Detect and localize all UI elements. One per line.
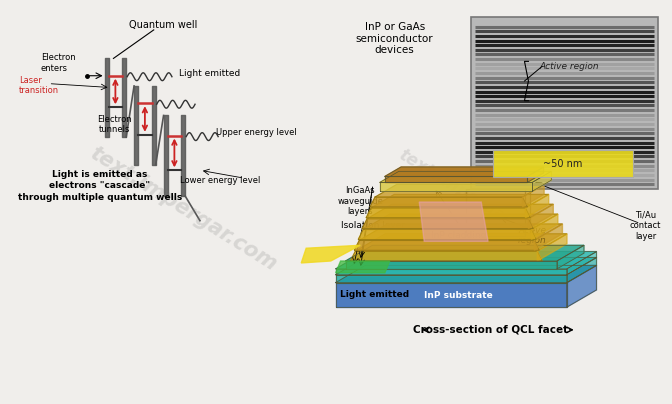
Polygon shape <box>301 245 360 263</box>
Text: Upper energy level: Upper energy level <box>216 128 296 137</box>
Polygon shape <box>380 171 551 182</box>
Text: text.impergar.com: text.impergar.com <box>86 143 280 275</box>
Polygon shape <box>363 214 558 229</box>
Text: InP substrate: InP substrate <box>424 291 493 300</box>
Text: Light emitted: Light emitted <box>179 69 241 78</box>
Polygon shape <box>371 194 549 208</box>
Polygon shape <box>336 269 566 275</box>
Polygon shape <box>532 171 551 191</box>
Polygon shape <box>380 182 532 191</box>
Text: text.impergar.com: text.impergar.com <box>395 145 552 252</box>
Polygon shape <box>528 167 544 182</box>
Polygon shape <box>566 265 597 307</box>
Bar <box>471 17 659 189</box>
Polygon shape <box>419 202 488 241</box>
Polygon shape <box>538 234 567 261</box>
Text: Ti/Au
contact
layer: Ti/Au contact layer <box>630 211 661 240</box>
Text: Active
region: Active region <box>518 226 547 245</box>
Text: Light emitted: Light emitted <box>341 290 409 299</box>
Polygon shape <box>367 204 553 219</box>
Polygon shape <box>345 261 557 269</box>
Text: ~50 nm: ~50 nm <box>543 159 583 168</box>
Bar <box>466 189 530 234</box>
Text: Light is emitted as
electrons "cascade"
through multiple quantum wells: Light is emitted as electrons "cascade" … <box>17 170 182 202</box>
Text: InP or GaAs
semiconductor
devices: InP or GaAs semiconductor devices <box>356 22 433 55</box>
Polygon shape <box>566 257 597 283</box>
Polygon shape <box>336 261 390 273</box>
Polygon shape <box>532 214 558 239</box>
Polygon shape <box>350 251 542 261</box>
Polygon shape <box>534 224 562 250</box>
Text: Electron
tunnels: Electron tunnels <box>97 115 132 135</box>
Polygon shape <box>354 240 539 250</box>
Polygon shape <box>336 275 566 283</box>
Polygon shape <box>526 194 549 218</box>
Text: Cross-section of QCL facet: Cross-section of QCL facet <box>413 325 569 335</box>
Polygon shape <box>557 245 584 269</box>
Text: Lower energy level: Lower energy level <box>180 176 261 185</box>
Polygon shape <box>362 219 534 229</box>
Polygon shape <box>360 224 562 240</box>
Bar <box>493 150 632 177</box>
Bar <box>466 189 526 236</box>
Text: Active region: Active region <box>540 62 599 71</box>
Polygon shape <box>385 167 544 177</box>
Text: Electron
enters: Electron enters <box>40 53 75 73</box>
Polygon shape <box>345 245 584 261</box>
Polygon shape <box>385 177 528 182</box>
Text: Laser
transition: Laser transition <box>19 76 59 95</box>
Polygon shape <box>358 229 536 239</box>
Polygon shape <box>336 257 597 275</box>
Polygon shape <box>528 204 553 229</box>
Polygon shape <box>336 283 566 307</box>
Text: InP cladding: InP cladding <box>431 231 487 240</box>
Polygon shape <box>366 208 530 218</box>
Polygon shape <box>375 185 544 197</box>
Polygon shape <box>336 252 597 269</box>
Text: Quantum well: Quantum well <box>130 20 198 30</box>
Polygon shape <box>355 234 567 251</box>
Polygon shape <box>523 185 544 207</box>
Text: InGaAs
waveguide
layers: InGaAs waveguide layers <box>337 186 383 216</box>
Polygon shape <box>566 252 597 275</box>
Text: Isolation layer: Isolation layer <box>341 221 405 230</box>
Polygon shape <box>370 197 528 207</box>
Polygon shape <box>336 265 597 283</box>
